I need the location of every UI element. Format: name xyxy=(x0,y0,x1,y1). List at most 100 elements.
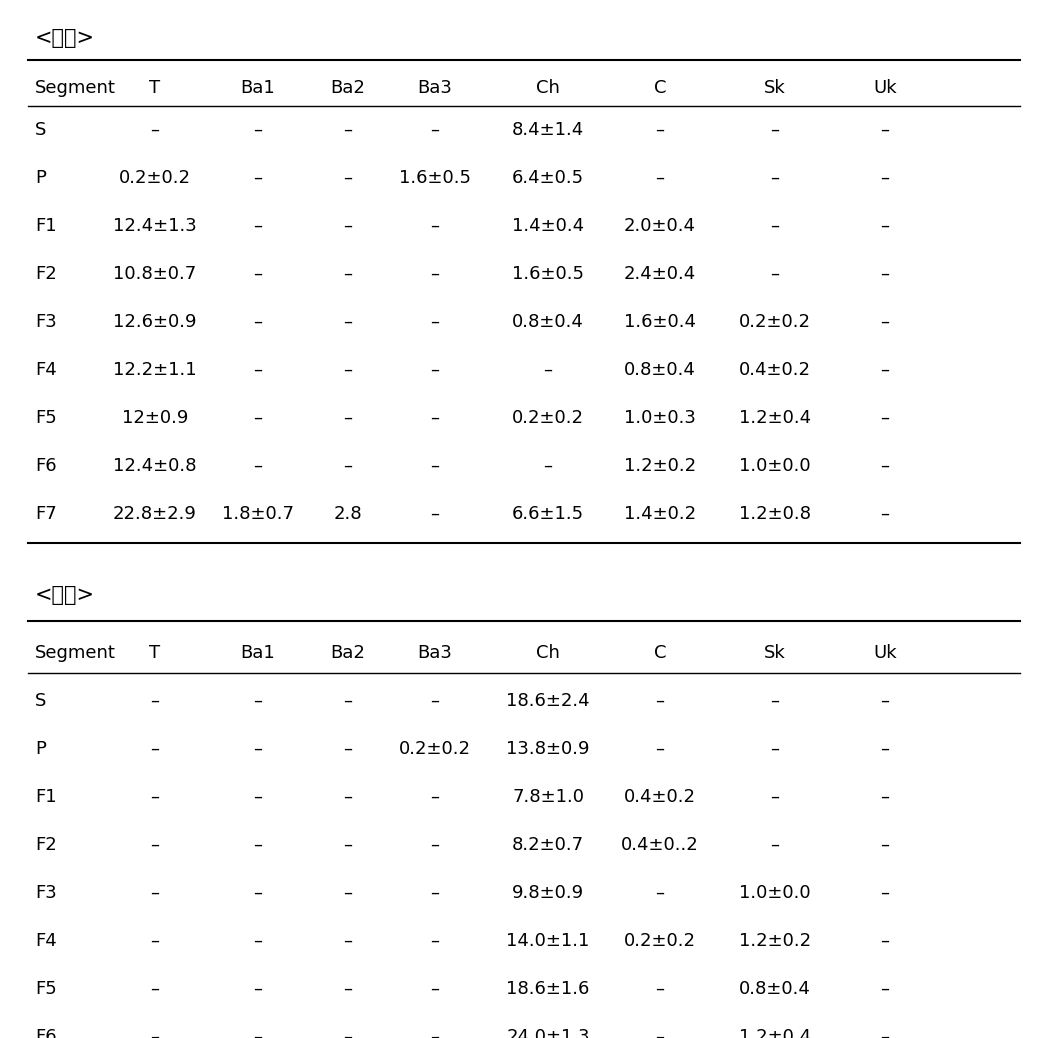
Text: S: S xyxy=(35,691,46,710)
Text: Ba3: Ba3 xyxy=(417,644,452,662)
Text: 12.6±0.9: 12.6±0.9 xyxy=(114,313,197,331)
Text: –: – xyxy=(344,980,352,998)
Text: <암컷>: <암컷> xyxy=(35,584,95,605)
Text: –: – xyxy=(881,788,889,805)
Text: 0.2±0.2: 0.2±0.2 xyxy=(512,409,584,427)
Text: –: – xyxy=(881,980,889,998)
Text: –: – xyxy=(881,265,889,283)
Text: S: S xyxy=(35,121,46,139)
Text: C: C xyxy=(654,79,666,97)
Text: –: – xyxy=(431,980,439,998)
Text: 14.0±1.1: 14.0±1.1 xyxy=(507,932,590,950)
Text: –: – xyxy=(344,883,352,902)
Text: Sk: Sk xyxy=(764,79,786,97)
Text: –: – xyxy=(150,691,160,710)
Text: P: P xyxy=(35,740,46,758)
Text: –: – xyxy=(770,788,780,805)
Text: –: – xyxy=(543,457,553,475)
Text: 18.6±1.6: 18.6±1.6 xyxy=(507,980,590,998)
Text: –: – xyxy=(431,506,439,523)
Text: –: – xyxy=(431,409,439,427)
Text: 22.8±2.9: 22.8±2.9 xyxy=(114,506,197,523)
Text: 1.6±0.5: 1.6±0.5 xyxy=(512,265,584,283)
Text: F6: F6 xyxy=(35,1028,57,1038)
Text: –: – xyxy=(344,932,352,950)
Text: F2: F2 xyxy=(35,265,57,283)
Text: –: – xyxy=(431,788,439,805)
Text: F6: F6 xyxy=(35,457,57,475)
Text: –: – xyxy=(344,457,352,475)
Text: 1.2±0.2: 1.2±0.2 xyxy=(624,457,696,475)
Text: Segment: Segment xyxy=(35,79,116,97)
Text: –: – xyxy=(253,265,263,283)
Text: –: – xyxy=(150,740,160,758)
Text: –: – xyxy=(656,740,664,758)
Text: –: – xyxy=(344,265,352,283)
Text: –: – xyxy=(150,1028,160,1038)
Text: –: – xyxy=(881,740,889,758)
Text: 12.4±1.3: 12.4±1.3 xyxy=(114,217,197,235)
Text: 0.8±0.4: 0.8±0.4 xyxy=(512,313,584,331)
Text: 13.8±0.9: 13.8±0.9 xyxy=(507,740,590,758)
Text: 0.2±0.2: 0.2±0.2 xyxy=(739,313,811,331)
Text: 1.2±0.4: 1.2±0.4 xyxy=(739,1028,811,1038)
Text: 2.8: 2.8 xyxy=(333,506,363,523)
Text: Ba1: Ba1 xyxy=(241,79,275,97)
Text: 1.2±0.8: 1.2±0.8 xyxy=(739,506,811,523)
Text: –: – xyxy=(431,265,439,283)
Text: 9.8±0.9: 9.8±0.9 xyxy=(512,883,584,902)
Text: –: – xyxy=(150,788,160,805)
Text: 0.2±0.2: 0.2±0.2 xyxy=(624,932,696,950)
Text: Segment: Segment xyxy=(35,644,116,662)
Text: 6.4±0.5: 6.4±0.5 xyxy=(512,169,584,187)
Text: –: – xyxy=(431,932,439,950)
Text: 12±0.9: 12±0.9 xyxy=(122,409,188,427)
Text: –: – xyxy=(656,980,664,998)
Text: –: – xyxy=(253,691,263,710)
Text: 1.2±0.2: 1.2±0.2 xyxy=(739,932,811,950)
Text: –: – xyxy=(431,836,439,854)
Text: 7.8±1.0: 7.8±1.0 xyxy=(512,788,584,805)
Text: –: – xyxy=(656,121,664,139)
Text: –: – xyxy=(881,409,889,427)
Text: 2.4±0.4: 2.4±0.4 xyxy=(624,265,696,283)
Text: –: – xyxy=(770,121,780,139)
Text: P: P xyxy=(35,169,46,187)
Text: F4: F4 xyxy=(35,932,57,950)
Text: –: – xyxy=(253,169,263,187)
Text: –: – xyxy=(881,691,889,710)
Text: –: – xyxy=(881,313,889,331)
Text: –: – xyxy=(543,361,553,379)
Text: –: – xyxy=(253,217,263,235)
Text: 24.0±1.3: 24.0±1.3 xyxy=(507,1028,590,1038)
Text: –: – xyxy=(770,836,780,854)
Text: –: – xyxy=(344,313,352,331)
Text: –: – xyxy=(431,691,439,710)
Text: –: – xyxy=(881,883,889,902)
Text: –: – xyxy=(150,883,160,902)
Text: Ba3: Ba3 xyxy=(417,79,452,97)
Text: –: – xyxy=(431,121,439,139)
Text: –: – xyxy=(881,932,889,950)
Text: –: – xyxy=(431,313,439,331)
Text: 8.4±1.4: 8.4±1.4 xyxy=(512,121,584,139)
Text: –: – xyxy=(344,409,352,427)
Text: Ba1: Ba1 xyxy=(241,644,275,662)
Text: C: C xyxy=(654,644,666,662)
Text: 0.4±0..2: 0.4±0..2 xyxy=(621,836,699,854)
Text: –: – xyxy=(881,121,889,139)
Text: 0.8±0.4: 0.8±0.4 xyxy=(739,980,811,998)
Text: F3: F3 xyxy=(35,883,57,902)
Text: –: – xyxy=(770,691,780,710)
Text: –: – xyxy=(431,883,439,902)
Text: –: – xyxy=(881,361,889,379)
Text: F5: F5 xyxy=(35,409,57,427)
Text: Uk: Uk xyxy=(873,79,897,97)
Text: 1.2±0.4: 1.2±0.4 xyxy=(739,409,811,427)
Text: F1: F1 xyxy=(35,788,57,805)
Text: –: – xyxy=(881,457,889,475)
Text: –: – xyxy=(656,691,664,710)
Text: –: – xyxy=(344,788,352,805)
Text: –: – xyxy=(150,121,160,139)
Text: –: – xyxy=(253,740,263,758)
